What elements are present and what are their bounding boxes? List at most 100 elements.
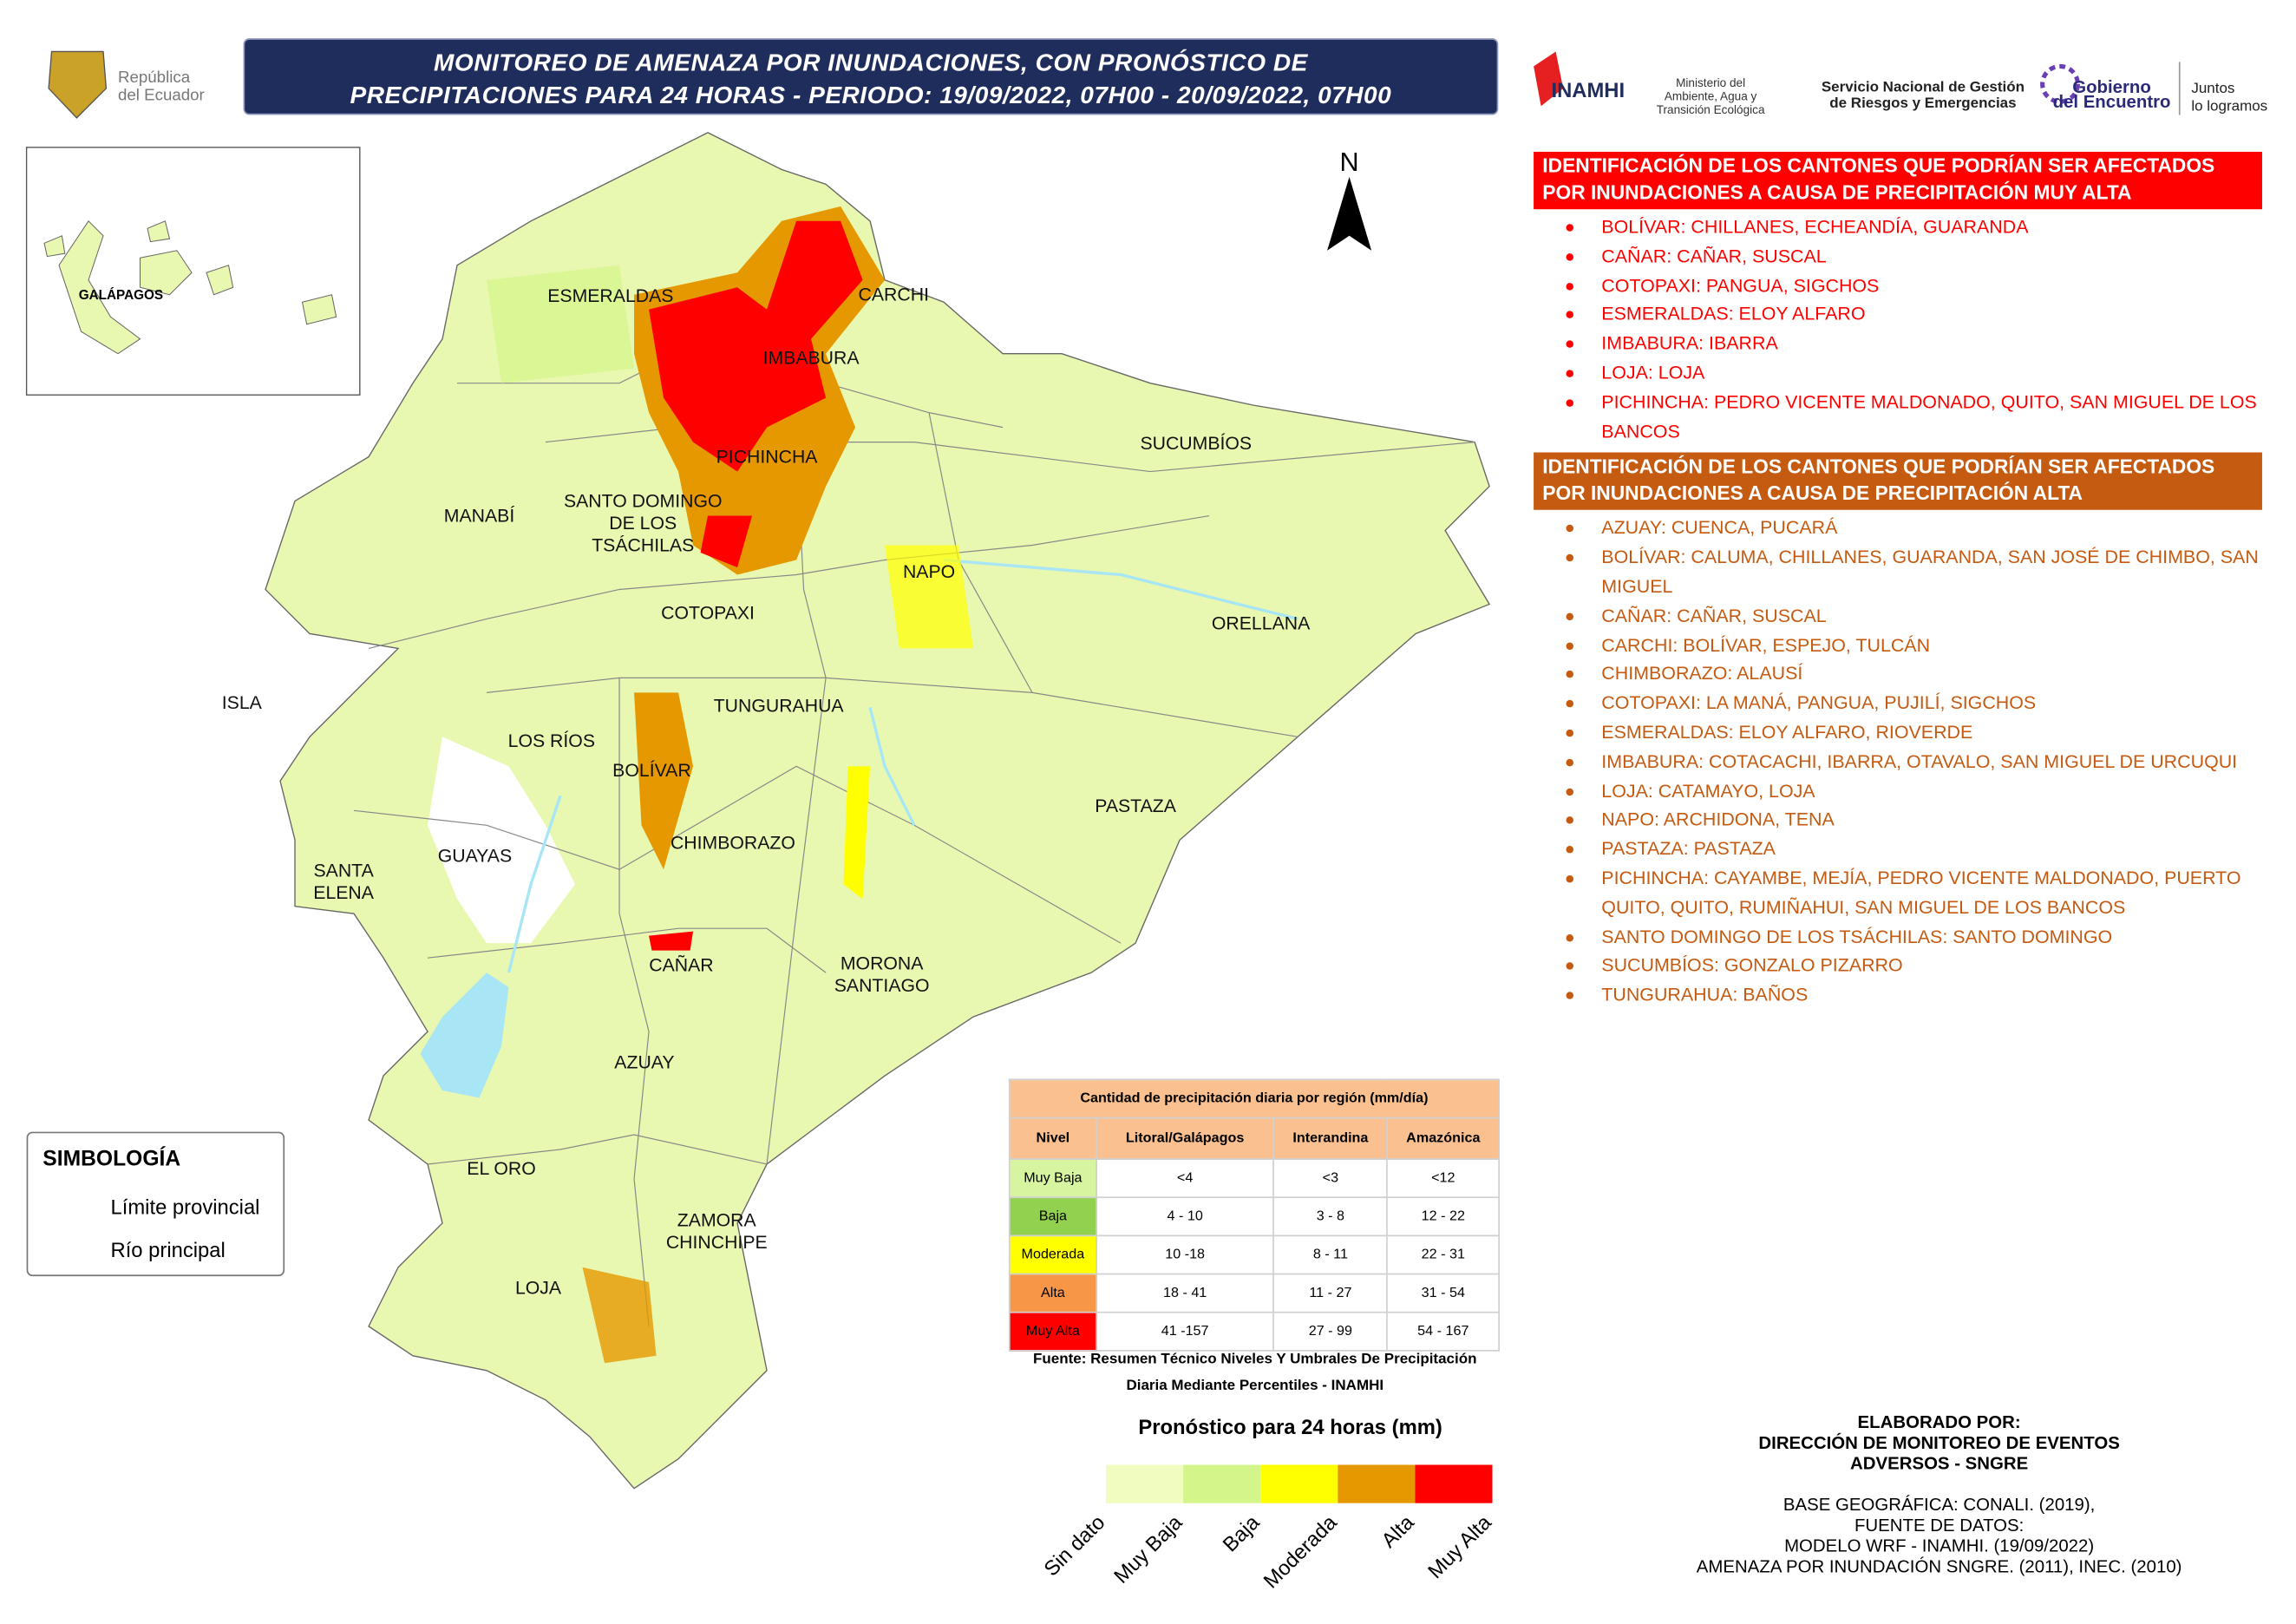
province-label: PICHINCHA: [716, 446, 819, 467]
credit-line: AMENAZA POR INUNDACIÓN SNGRE. (2011), IN…: [1696, 1555, 2182, 1577]
province-label: ESMERALDAS: [547, 285, 673, 306]
province-label-line: SANTO DOMINGO: [564, 490, 723, 511]
logo-text: Servicio Nacional de Gestión: [1822, 78, 2025, 95]
scale-label: Sin dato: [1039, 1511, 1109, 1581]
scale-box: [1338, 1464, 1416, 1503]
table-cell: Moderada: [1008, 1234, 1097, 1275]
table-header: Interandina: [1272, 1116, 1389, 1160]
legend-box: SIMBOLOGÍA Límite provincial Río princip…: [26, 1131, 285, 1277]
list-item: LOJA: LOJA: [1566, 359, 2262, 389]
province-label-line: TSÁCHILAS: [592, 534, 694, 555]
province-label: PASTAZA: [1095, 796, 1176, 816]
list: BOLÍVAR: CHILLANES, ECHEANDÍA, GUARANDA C…: [1534, 213, 2262, 447]
province-label-line: CHIMBORAZO: [670, 832, 795, 853]
list-item: AZUAY: CUENCA, PUCARÁ: [1566, 514, 2262, 544]
scale-label: Muy Baja: [1109, 1510, 1187, 1588]
table-cell: 31 - 54: [1386, 1273, 1500, 1313]
province-label: MANABÍ: [444, 504, 515, 526]
province-label-line: DE LOS: [609, 513, 677, 534]
north-arrow: [1327, 176, 1372, 251]
legend-item: Río principal: [110, 1237, 226, 1262]
table-row: Moderada 10 -18 8 - 11 22 - 31: [1008, 1234, 1500, 1275]
list-item: BOLÍVAR: CALUMA, CHILLANES, GUARANDA, SA…: [1566, 544, 2262, 602]
credit-gap: [1637, 1474, 2241, 1495]
list-item: ESMERALDAS: ELOY ALFARO, RIOVERDE: [1566, 719, 2262, 749]
list-item: BOLÍVAR: CHILLANES, ECHEANDÍA, GUARANDA: [1566, 213, 2262, 243]
inamhi-logo: [1534, 51, 1564, 107]
province-label-line: SANTA: [313, 861, 374, 881]
table-header-row: Nivel Litoral/Galápagos Interandina Amazóni…: [1008, 1116, 1500, 1160]
table-header: Litoral/Galápagos: [1096, 1116, 1275, 1160]
list: AZUAY: CUENCA, PUCARÁ BOLÍVAR: CALUMA, CH…: [1534, 514, 2262, 1011]
main-river: [420, 972, 509, 1098]
legend-item: Límite provincial: [110, 1195, 260, 1219]
table-cell: Alta: [1008, 1273, 1097, 1313]
table-row: Muy Alta 41 -157 27 - 99 54 - 167: [1008, 1311, 1500, 1352]
table-cell: 10 -18: [1096, 1234, 1275, 1275]
list-item: NAPO: ARCHIDONA, TENA: [1566, 807, 2262, 836]
province-label-line: GUAYAS: [438, 846, 512, 867]
list-item: CAÑAR: CAÑAR, SUSCAL: [1566, 243, 2262, 272]
logo-text: INAMHI: [1552, 79, 1626, 102]
table-cell: 27 - 99: [1272, 1311, 1389, 1352]
table-cell: 41 -157: [1096, 1311, 1275, 1352]
province-label-line: CARCHI: [859, 285, 929, 305]
scale-label: Alta: [1377, 1510, 1420, 1553]
province-label: EL ORO: [467, 1158, 535, 1179]
province-label: SANTA ELENA: [313, 861, 374, 903]
province-label: AZUAY: [614, 1052, 674, 1073]
scale-label: Moderada: [1259, 1510, 1342, 1593]
table-cell: 18 - 41: [1096, 1273, 1275, 1313]
province-labels: ESMERALDAS CARCHI IMBABURA SUCUMBÍOS PICHINC…: [222, 285, 1311, 1299]
credit-line: FUENTE DE DATOS:: [1854, 1515, 2025, 1536]
table-header: Nivel: [1008, 1116, 1097, 1160]
province-label-line: EL ORO: [467, 1158, 535, 1179]
table-cell: 22 - 31: [1386, 1234, 1500, 1275]
precipitation-patches: [487, 206, 974, 1364]
table-cell: <3: [1272, 1158, 1389, 1199]
list-item: TUNGURAHUA: BAÑOS: [1566, 982, 2262, 1012]
table-cell: 12 - 22: [1386, 1196, 1500, 1237]
threshold-table: Cantidad de precipitación diaria por reg…: [1008, 1078, 1501, 1352]
list-item: CARCHI: BOLÍVAR, ESPEJO, TULCÁN: [1566, 632, 2262, 661]
title-line: PRECIPITACIONES PARA 24 HORAS - PERIODO:…: [350, 82, 1392, 109]
province-label: ISLA: [222, 692, 263, 713]
table-row: Muy Baja <4 <3 <12: [1008, 1158, 1500, 1199]
table-title: Cantidad de precipitación diaria por reg…: [1008, 1078, 1501, 1119]
province-label: ZAMORA CHINCHIPE: [666, 1209, 768, 1252]
scale-box: [1106, 1464, 1184, 1503]
province-label-line: LOS RÍOS: [508, 730, 595, 751]
scale-title: Pronóstico para 24 horas (mm): [1138, 1414, 1442, 1438]
list-item: PASTAZA: PASTAZA: [1566, 835, 2262, 865]
province-label: LOS RÍOS: [508, 730, 595, 751]
table-cell: <12: [1386, 1158, 1500, 1199]
province-label-line: ORELLANA: [1212, 612, 1311, 633]
credit-bold: ELABORADO POR:: [1857, 1411, 2021, 1433]
galapagos-islands: [43, 220, 337, 355]
north-label: N: [1340, 147, 1359, 177]
shield-logo: [48, 50, 108, 119]
table-header: Amazónica: [1386, 1116, 1500, 1160]
table-cell: Muy Baja: [1008, 1158, 1097, 1199]
list-item: CHIMBORAZO: ALAUSÍ: [1566, 661, 2262, 691]
logo-text: del Encuentro: [2053, 93, 2171, 112]
province-label: ORELLANA: [1212, 612, 1311, 633]
list-heading: IDENTIFICACIÓN DE LOS CANTONES QUE PODRÍ…: [1534, 453, 2262, 511]
list-item: LOJA: CATAMAYO, LOJA: [1566, 777, 2262, 807]
list-item: COTOPAXI: PANGUA, SIGCHOS: [1566, 272, 2262, 302]
scale-box: [1415, 1464, 1493, 1503]
province-label: CAÑAR: [649, 953, 713, 975]
logo-text: del Ecuador: [118, 86, 205, 104]
logo-text: lo logramos: [2191, 97, 2267, 114]
table-row: Baja 4 - 10 3 - 8 12 - 22: [1008, 1196, 1500, 1237]
table-cell: <4: [1096, 1158, 1275, 1199]
credits: ELABORADO POR: DIRECCIÓN DE MONITOREO DE …: [1637, 1411, 2241, 1576]
credit-bold: ADVERSOS - SNGRE: [1850, 1452, 2029, 1474]
province-label-line: CHINCHIPE: [666, 1232, 768, 1253]
canton-lists: IDENTIFICACIÓN DE LOS CANTONES QUE PODRÍ…: [1534, 151, 2262, 1017]
logo-text: Transición Ecológica: [1657, 103, 1765, 116]
logo-text: Ambiente, Agua y: [1665, 90, 1757, 103]
